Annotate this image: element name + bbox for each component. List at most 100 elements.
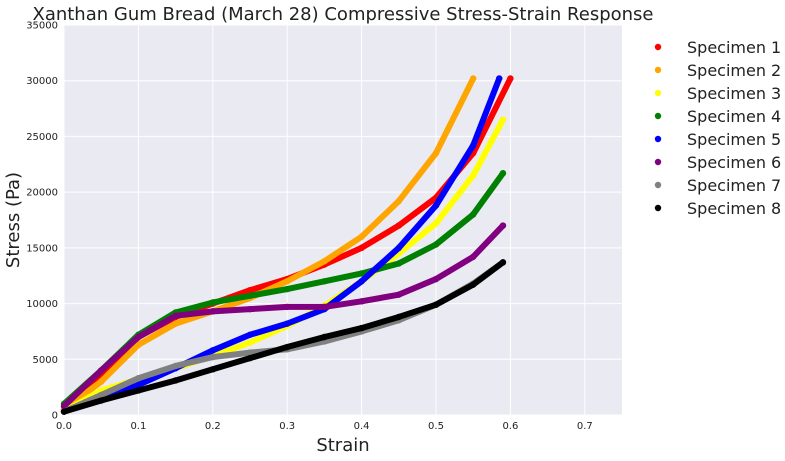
data-point (395, 244, 402, 252)
data-point (321, 278, 328, 285)
data-point (172, 377, 179, 384)
data-point (395, 197, 402, 205)
legend-marker (654, 158, 662, 166)
data-point (284, 278, 291, 285)
series-5 (60, 75, 503, 415)
data-point (98, 367, 105, 374)
series-layer (60, 75, 514, 415)
legend-marker (654, 43, 662, 51)
data-point (209, 299, 216, 306)
data-point (470, 253, 477, 260)
data-point (321, 303, 328, 311)
legend-marker (654, 135, 662, 143)
x-tick-label: 0.7 (577, 421, 593, 432)
data-point (246, 305, 254, 313)
data-point (432, 275, 440, 283)
data-point (499, 116, 507, 123)
data-point (470, 172, 477, 179)
y-tick-label: 20000 (26, 188, 58, 199)
legend-item: Specimen 3 (654, 84, 781, 103)
data-point (135, 387, 142, 394)
legend-item: Specimen 1 (654, 38, 781, 57)
data-point (135, 381, 142, 389)
data-point (209, 353, 216, 361)
data-point (284, 343, 291, 351)
legend-item: Specimen 2 (654, 61, 781, 80)
legend-item: Specimen 5 (654, 130, 781, 149)
data-point (395, 222, 402, 229)
legend-label: Specimen 8 (687, 199, 781, 218)
legend-marker (654, 112, 662, 120)
data-point (246, 287, 254, 294)
data-point (209, 308, 216, 315)
legend-label: Specimen 1 (687, 38, 781, 57)
legend-item: Specimen 6 (654, 153, 781, 172)
legend-item: Specimen 7 (654, 176, 781, 195)
legend-label: Specimen 4 (687, 107, 781, 126)
data-point (358, 324, 365, 332)
y-tick-label: 25000 (26, 132, 58, 143)
legend-marker (654, 89, 662, 97)
legend-marker (654, 204, 662, 212)
x-tick-label: 0.6 (502, 421, 518, 432)
y-tick-label: 30000 (26, 76, 58, 87)
data-point (60, 408, 68, 415)
y-tick-label: 15000 (26, 243, 58, 254)
data-point (135, 333, 142, 341)
data-point (358, 298, 365, 305)
data-point (395, 260, 402, 267)
data-point (246, 331, 254, 338)
data-point (98, 397, 105, 404)
data-point (358, 233, 365, 240)
y-tick-labels: 0 5000 10000 15000 20000 25000 30000 35000 (26, 21, 58, 422)
series-8 (60, 259, 507, 415)
data-point (470, 281, 477, 288)
data-point (432, 241, 440, 248)
y-tick-label: 35000 (26, 21, 58, 32)
data-point (496, 75, 503, 82)
legend-item: Specimen 4 (654, 107, 781, 126)
data-point (321, 333, 328, 341)
data-point (284, 303, 291, 311)
y-axis-label: Stress (Pa) (3, 172, 24, 268)
plot-background (64, 25, 622, 415)
y-tick-label: 10000 (26, 299, 58, 310)
data-point (499, 259, 507, 266)
data-point (246, 354, 254, 362)
data-point (135, 341, 142, 348)
legend-label: Specimen 7 (687, 176, 781, 195)
x-tick-label: 0.0 (56, 421, 72, 432)
data-point (172, 312, 179, 320)
data-point (284, 320, 291, 327)
x-tick-label: 0.4 (354, 421, 370, 432)
y-tick-label: 5000 (33, 355, 58, 366)
data-point (98, 378, 105, 385)
data-point (209, 366, 216, 373)
legend-label: Specimen 6 (687, 153, 781, 172)
data-point (98, 391, 105, 399)
x-tick-labels: 0.0 0.1 0.2 0.3 0.4 0.5 0.6 0.7 (56, 421, 593, 432)
data-point (432, 220, 440, 227)
data-point (246, 349, 254, 356)
legend-label: Specimen 5 (687, 130, 781, 149)
data-point (135, 375, 142, 382)
data-point (172, 320, 179, 327)
legend-item: Specimen 8 (654, 199, 781, 218)
data-point (172, 362, 179, 370)
data-point (470, 75, 477, 82)
data-point (499, 170, 507, 177)
x-axis-label: Strain (316, 435, 369, 456)
data-point (470, 211, 477, 218)
data-point (358, 244, 365, 252)
data-point (432, 149, 440, 157)
data-point (470, 142, 477, 149)
legend: Specimen 1 Specimen 2 Specimen 3 Specimen 4… (654, 38, 781, 218)
data-point (432, 202, 440, 209)
x-tick-label: 0.3 (279, 421, 295, 432)
data-point (499, 222, 507, 229)
data-point (209, 347, 216, 354)
x-tick-label: 0.5 (428, 421, 444, 432)
data-point (358, 270, 365, 277)
legend-label: Specimen 2 (687, 61, 781, 80)
